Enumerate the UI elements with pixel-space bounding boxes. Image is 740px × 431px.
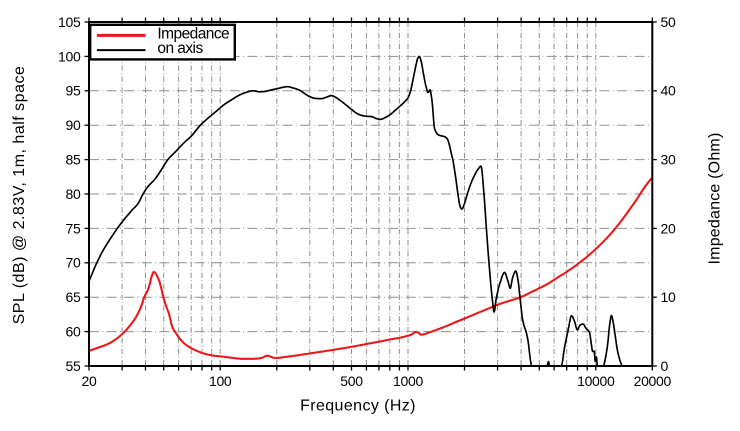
svg-text:Impedance (Ohm): Impedance (Ohm) <box>707 133 724 265</box>
svg-text:75: 75 <box>66 220 81 236</box>
svg-text:40: 40 <box>661 83 676 99</box>
svg-text:0: 0 <box>661 358 669 374</box>
svg-text:10000: 10000 <box>577 373 615 389</box>
svg-text:Frequency (Hz): Frequency (Hz) <box>300 398 416 415</box>
svg-text:85: 85 <box>66 152 81 168</box>
svg-text:95: 95 <box>66 83 81 99</box>
svg-text:SPL (dB) @ 2.83V, 1m, half spa: SPL (dB) @ 2.83V, 1m, half space <box>11 66 28 325</box>
svg-text:20: 20 <box>661 220 676 236</box>
svg-text:100: 100 <box>209 373 232 389</box>
svg-text:50: 50 <box>661 14 676 30</box>
svg-text:105: 105 <box>58 14 81 30</box>
svg-text:500: 500 <box>340 373 363 389</box>
svg-text:on axis: on axis <box>157 40 203 57</box>
svg-text:55: 55 <box>66 358 81 374</box>
svg-text:30: 30 <box>661 152 676 168</box>
svg-text:20: 20 <box>82 373 97 389</box>
svg-text:20000: 20000 <box>634 373 672 389</box>
svg-text:10: 10 <box>661 289 676 305</box>
svg-text:90: 90 <box>66 117 81 133</box>
svg-text:65: 65 <box>66 289 81 305</box>
svg-text:Impedance: Impedance <box>157 26 229 43</box>
svg-text:70: 70 <box>66 255 81 271</box>
svg-text:60: 60 <box>66 324 81 340</box>
svg-text:80: 80 <box>66 186 81 202</box>
svg-text:1000: 1000 <box>393 373 423 389</box>
svg-text:100: 100 <box>58 48 81 64</box>
